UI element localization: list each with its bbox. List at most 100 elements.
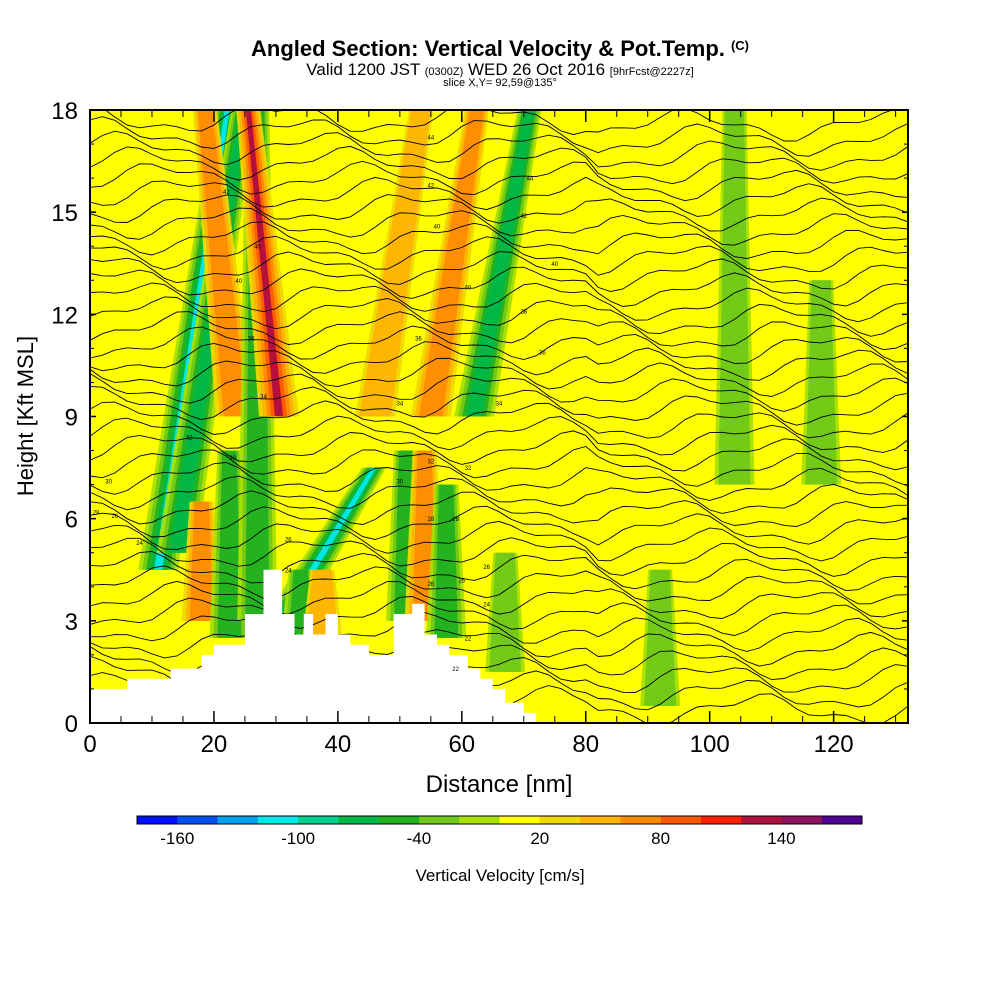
theta-contour-label: 24 [483,602,490,608]
theta-contour-line [90,462,908,501]
colorbar-swatch [137,816,178,824]
theta-contour-label: 36 [539,350,546,356]
theta-contour-label: 42 [223,190,230,196]
theta-contour-label: 36 [415,337,422,343]
x-tick-label: 100 [690,731,730,758]
theta-contour-line [104,110,908,142]
x-tick-label: 120 [814,731,854,758]
x-axis: 0 20 40 60 80 100 120 [83,109,897,758]
theta-contour-line [90,145,908,185]
theta-contour-label: 26 [458,578,465,584]
theta-contour-line [90,235,908,276]
theta-contour-label: 30 [229,456,236,462]
y-tick-label: 3 [65,609,78,636]
theta-contour-label: 28 [427,517,434,523]
theta-contour-label: 38 [520,309,527,315]
velocity-band-2-2 [189,501,214,621]
theta-contour-line [90,520,908,562]
colorbar-swatch [459,816,500,824]
theta-contour-line [90,194,908,232]
colorbar-swatch [620,816,662,824]
theta-contour-label: 40 [254,245,261,251]
theta-contour-line [90,251,908,292]
theta-contour-label: 36 [248,337,255,343]
colorbar-swatch [418,816,460,824]
theta-contour-line [90,430,908,472]
theta-contour-line [90,475,908,514]
theta-contour-label: 42 [520,214,527,220]
theta-contour-label: 26 [285,538,292,544]
theta-contour-line [90,400,908,439]
colorbar-frame [136,815,863,825]
theta-contour-line [90,130,908,171]
x-tick-label: 20 [201,731,228,758]
colorbar-swatch [660,816,702,824]
velocity-band-16-1 [489,552,522,672]
colorbar-swatch [741,816,782,824]
colorbar-swatch [177,816,219,824]
theta-contour-label: 26 [483,565,490,571]
theta-contour-line [90,116,908,157]
velocity-band-4-2 [197,110,248,417]
theta-contour-labels: 44 44 42 42 42 40 40 40 40 40 38 36 36 36 34 34 34 32 30 32… [93,136,559,673]
colorbar-swatch [338,816,380,824]
velocity-band-3-2 [217,450,242,638]
colorbar-swatch [257,816,299,824]
theta-contour-line [90,565,908,605]
theta-contour-line [90,373,908,412]
theta-contour-line [90,341,908,381]
theta-contour-label: 26 [427,582,434,588]
colorbar-tick-label: -160 [160,829,194,848]
y-tick-label: 15 [51,200,78,227]
theta-contour-label: 28 [93,510,100,516]
theta-contour-line [90,282,908,323]
theta-contour-label: 34 [496,401,503,407]
x-tick-label: 60 [448,731,475,758]
theta-contour-line [90,580,908,619]
theta-contour-line [90,551,908,592]
colorbar-tick-label: 20 [530,829,549,848]
y-tick-label: 12 [51,302,78,329]
colorbar-swatch [781,816,823,824]
theta-contours [90,110,908,723]
theta-contour-label: 44 [527,177,534,183]
colorbar-swatch [700,816,742,824]
y-tick-label: 6 [65,507,78,534]
colorbar: -160 -100 -40 20 80 140 [136,815,863,848]
terrain-mask [90,569,537,723]
y-tick-label: 18 [51,98,78,125]
colorbar-swatch [217,816,259,824]
theta-contour-line [90,160,908,202]
theta-contour-label: 32 [465,466,472,472]
theta-contour-label: 30 [105,480,112,486]
theta-contour-label: 42 [427,183,434,189]
theta-contour-line [90,266,908,307]
chart-title: Angled Section: Vertical Velocity & Pot.… [251,36,749,61]
theta-contour-line [90,611,908,652]
chart-valid-line: Valid 1200 JST (0300Z) WED 26 Oct 2016 [… [0,60,1000,80]
colorbar-swatch [499,816,541,824]
colorbar-swatch [378,816,420,824]
valid-date: WED 26 Oct 2016 [468,60,606,79]
colorbar-swatch [539,816,581,824]
colorbar-swatch [580,816,621,824]
valid-zulu: (0300Z) [424,66,464,78]
forecast-tag: [9hrFcst@2227z] [609,66,694,78]
theta-contour-line [90,490,908,527]
theta-contour-line [90,415,908,456]
theta-contour-label: 40 [465,286,472,292]
y-axis-label: Height [Kft MSL] [13,336,38,496]
velocity-band-10-1 [359,110,431,417]
theta-contour-line [90,357,908,397]
slice-label: slice X,Y= 92,59@135° [443,77,557,89]
colorbar-tick-label: -100 [281,829,315,848]
theta-contour-line [90,505,908,546]
theta-contour-label: 30 [397,480,404,486]
theta-contour-line [90,176,908,217]
y-tick-label: 9 [65,405,78,432]
x-tick-label: 0 [83,731,96,758]
theta-contour-line [90,537,908,577]
theta-contour-label: 34 [260,395,267,401]
